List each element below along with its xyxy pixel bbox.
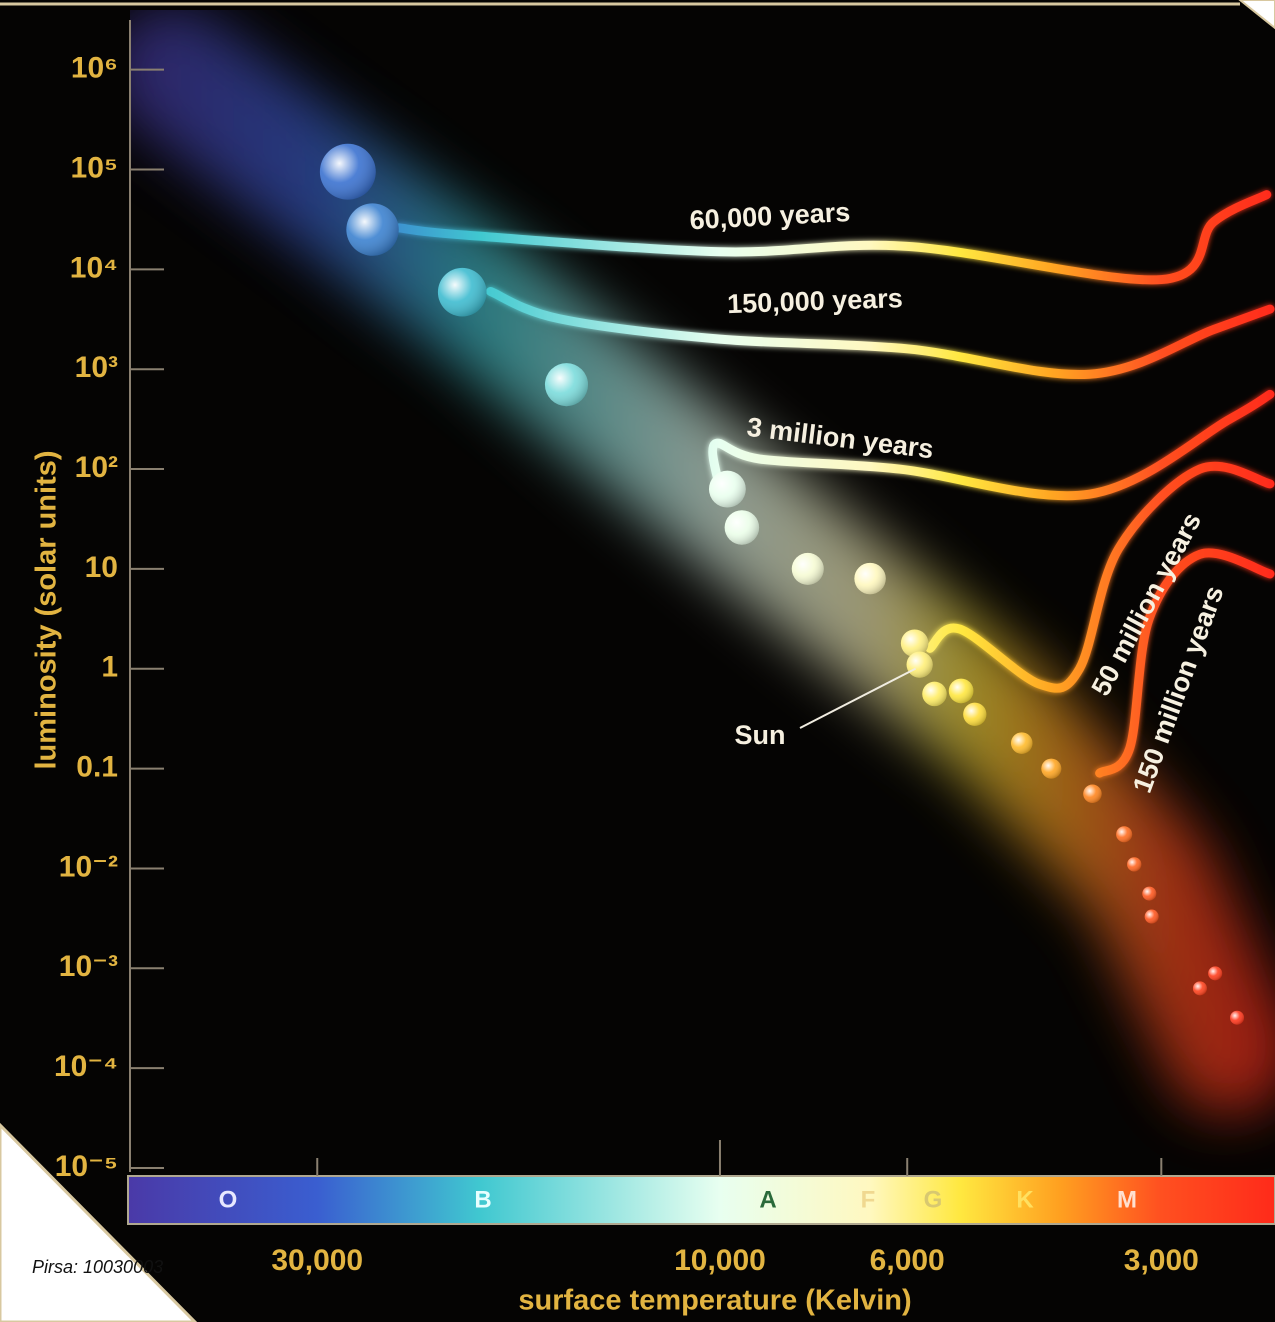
star-shine <box>1145 910 1159 924</box>
star-shine <box>949 679 974 704</box>
x-tick-label: 3,000 <box>1124 1244 1199 1277</box>
star-shine <box>854 563 885 594</box>
spectral-class: O <box>219 1186 238 1213</box>
y-tick-label: 10⁻² <box>59 850 118 883</box>
star-shine <box>1011 732 1033 754</box>
star-shine <box>346 203 398 255</box>
star-shine <box>1142 887 1156 901</box>
spectral-class: A <box>759 1186 776 1213</box>
star-shine <box>1116 826 1132 842</box>
spectral-class: K <box>1016 1186 1034 1213</box>
spectral-class: B <box>474 1186 491 1213</box>
star-shine <box>792 553 824 585</box>
star-shine <box>1041 759 1061 779</box>
footer: Pirsa: 10030003 <box>32 1257 163 1277</box>
star-shine <box>1127 857 1141 871</box>
y-tick-label: 10² <box>75 451 118 484</box>
x-axis-label: surface temperature (Kelvin) <box>518 1285 911 1317</box>
star-shine <box>963 703 986 726</box>
y-tick-label: 10³ <box>75 351 118 384</box>
y-axis-label: luminosity (solar units) <box>31 450 63 769</box>
star-shine <box>1083 784 1101 802</box>
star-shine <box>438 268 487 317</box>
x-tick-label: 30,000 <box>271 1244 363 1277</box>
y-tick-label: 10⁻³ <box>59 950 118 983</box>
annotation: Sun <box>735 720 786 750</box>
spectral-class: M <box>1117 1186 1137 1213</box>
y-tick-label: 10⁻⁵ <box>55 1150 118 1183</box>
star-shine <box>1230 1011 1244 1025</box>
y-tick-label: 10⁵ <box>71 151 118 184</box>
track-label: 150,000 years <box>727 283 904 319</box>
spectral-bar <box>128 1176 1275 1224</box>
star-shine <box>725 510 759 544</box>
y-tick-label: 10 <box>85 551 118 584</box>
star-shine <box>1208 966 1222 980</box>
chart: 60,000 years150,000 years3 million years… <box>0 0 1275 1322</box>
star-shine <box>545 363 588 406</box>
y-tick-label: 10⁶ <box>71 52 118 85</box>
spectral-class: F <box>861 1186 876 1213</box>
star-shine <box>320 144 376 200</box>
star-shine <box>907 651 933 677</box>
y-tick-label: 0.1 <box>76 751 118 784</box>
x-tick-label: 10,000 <box>674 1244 766 1277</box>
y-tick-label: 10⁴ <box>70 251 118 284</box>
star-shine <box>1193 981 1207 995</box>
y-tick-label: 1 <box>101 651 118 684</box>
star-shine <box>922 682 946 706</box>
page: 60,000 years150,000 years3 million years… <box>0 0 1275 1322</box>
x-tick-label: 6,000 <box>870 1244 945 1277</box>
star-shine <box>709 471 746 508</box>
y-tick-label: 10⁻⁴ <box>54 1050 118 1083</box>
spectral-class: G <box>924 1186 943 1213</box>
